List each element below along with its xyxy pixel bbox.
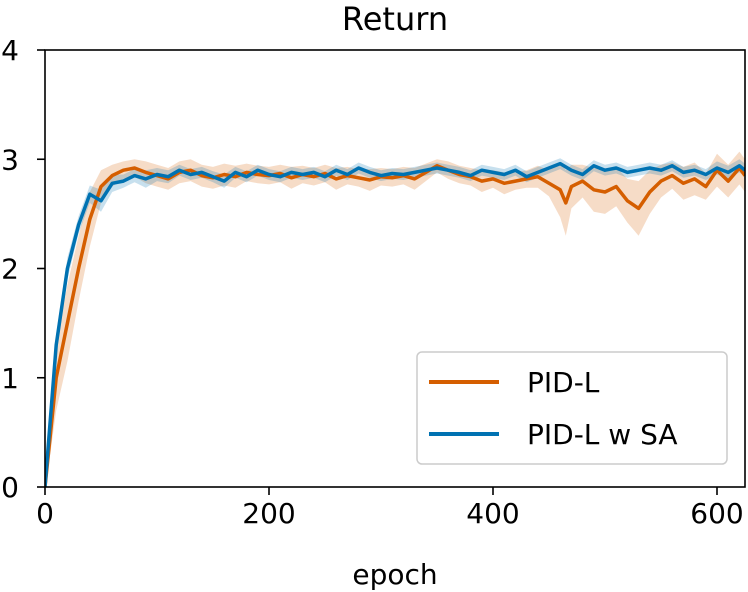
y-axis: 0 1 2 3 4	[1, 34, 45, 504]
line-series-2	[45, 161, 745, 487]
y-tick-label: 1	[1, 362, 19, 395]
x-tick-label: 600	[690, 497, 743, 530]
x-tick-label: 400	[466, 497, 519, 530]
band-series-1	[45, 151, 745, 487]
x-tick-label: 200	[242, 497, 295, 530]
x-axis-title: epoch	[352, 558, 437, 591]
legend-label: PID-L w SA	[527, 418, 678, 451]
series-lines	[45, 161, 745, 487]
legend-label: PID-L	[527, 366, 600, 399]
y-tick-label: 3	[1, 143, 19, 176]
chart-title: Return	[342, 0, 448, 38]
y-tick-label: 2	[1, 253, 19, 286]
confidence-bands	[45, 151, 745, 487]
x-tick-label: 0	[36, 497, 54, 530]
y-tick-label: 4	[1, 34, 19, 67]
legend: PID-L PID-L w SA	[416, 351, 728, 465]
x-axis: 0 200 400 600	[36, 487, 744, 530]
y-tick-label: 0	[1, 471, 19, 504]
